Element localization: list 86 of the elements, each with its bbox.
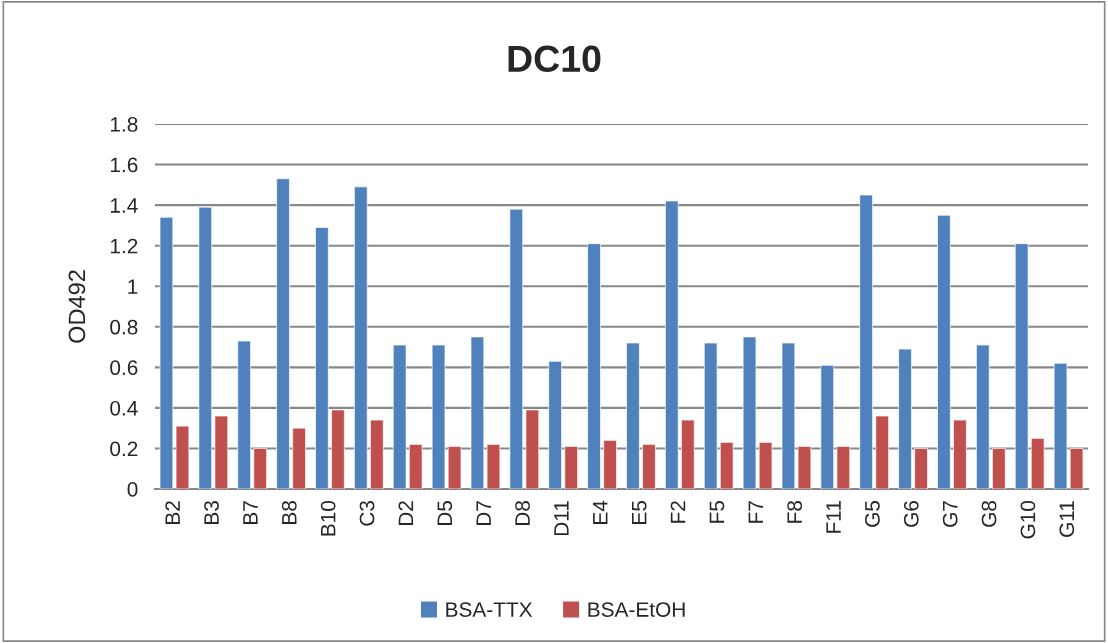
legend-label: BSA-EtOH <box>588 602 685 617</box>
bar <box>719 442 734 489</box>
bar <box>703 342 718 489</box>
bar <box>354 186 368 489</box>
legend-label: BSA-TTX <box>446 602 533 617</box>
bar <box>159 216 174 489</box>
bar <box>253 448 267 489</box>
x-tick-label: B2 <box>165 501 180 524</box>
y-tick-label: 1 <box>128 279 138 294</box>
y-tick-label: 0.4 <box>110 400 138 416</box>
x-tick-label: B8 <box>281 501 297 524</box>
bar <box>237 340 251 489</box>
x-tick-label: G10 <box>1020 500 1036 539</box>
bar <box>548 360 562 489</box>
x-tick-label: G5 <box>865 500 880 527</box>
x-tick-label: F8 <box>787 501 803 523</box>
y-tick-label: 1.2 <box>110 238 138 254</box>
x-tick-label: C3 <box>359 501 375 526</box>
x-tick-label: F11 <box>826 501 841 533</box>
bar <box>198 206 213 489</box>
bar <box>370 419 384 489</box>
bar <box>276 178 290 489</box>
x-tick-label: G8 <box>981 501 997 527</box>
x-tick-label: D5 <box>437 500 453 526</box>
bar <box>1053 362 1068 489</box>
bar <box>859 194 873 489</box>
y-axis-title: OD492 <box>68 270 86 343</box>
bar <box>665 200 679 489</box>
y-tick-label: 1.4 <box>110 198 138 213</box>
x-tick-label: B3 <box>204 501 219 524</box>
x-tick-label: G11 <box>1059 501 1075 537</box>
bar <box>564 446 578 489</box>
x-tick-label: D11 <box>554 501 569 536</box>
bar <box>937 214 951 489</box>
y-tick-label: 1.6 <box>110 157 138 173</box>
y-tick-label: 0.2 <box>110 441 138 457</box>
bar <box>292 427 306 489</box>
x-tick-label: B10 <box>320 500 336 536</box>
x-tick-label: G7 <box>942 501 958 527</box>
bar <box>1069 448 1084 489</box>
bar <box>758 442 773 489</box>
bar <box>408 444 423 489</box>
bar <box>470 336 485 489</box>
x-tick-label: F5 <box>709 500 725 523</box>
bar <box>431 344 446 489</box>
y-tick-label: 0.6 <box>110 360 138 376</box>
bar <box>214 415 229 489</box>
x-tick-label: G6 <box>903 501 919 527</box>
bar <box>976 344 990 489</box>
x-tick-label: D7 <box>476 501 491 526</box>
bar <box>1030 437 1045 489</box>
bar <box>742 336 757 489</box>
x-tick-label: F2 <box>670 501 686 523</box>
x-tick-label: D8 <box>515 501 530 526</box>
bar <box>587 243 601 489</box>
bar <box>898 348 912 489</box>
bar <box>525 409 540 489</box>
bar <box>331 409 345 489</box>
bar <box>509 208 524 489</box>
x-tick-label: E5 <box>631 500 647 524</box>
bar <box>797 446 812 489</box>
bar <box>447 446 462 489</box>
y-tick-label: 0 <box>127 482 138 497</box>
bar <box>1014 243 1029 489</box>
bar <box>315 227 329 489</box>
bar <box>175 425 190 489</box>
y-tick-label: 1.8 <box>110 117 138 132</box>
bar <box>992 448 1006 489</box>
x-tick-label: D2 <box>398 501 414 526</box>
x-tick-label: E4 <box>593 500 608 524</box>
bar <box>681 419 695 489</box>
y-tick-label: 0.8 <box>110 319 138 335</box>
bar <box>875 415 889 489</box>
bar <box>953 419 967 489</box>
bar <box>836 446 851 489</box>
bar <box>781 342 796 489</box>
bar <box>914 448 928 489</box>
bar <box>392 344 407 489</box>
bar <box>486 444 501 489</box>
bar <box>642 444 656 489</box>
bar <box>820 364 835 489</box>
bar <box>626 342 640 489</box>
x-tick-label: B7 <box>243 501 258 524</box>
x-tick-label: F7 <box>748 501 763 523</box>
bar <box>603 439 617 489</box>
chart-title: DC10 <box>508 45 601 73</box>
